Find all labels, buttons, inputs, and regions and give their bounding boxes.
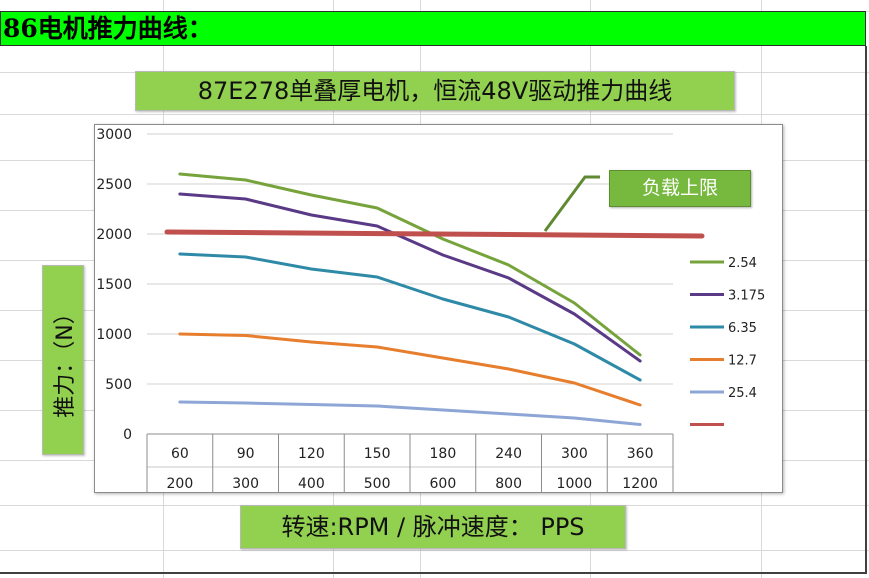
- x-tick-label-rpm: 150: [364, 446, 391, 462]
- legend-label: 6.35: [728, 321, 757, 336]
- sheet-border-right: [865, 46, 867, 574]
- legend-label: 3.175: [728, 289, 765, 304]
- x-tick-label-rpm: 240: [495, 446, 522, 462]
- x-tick-label-rpm: 180: [430, 446, 457, 462]
- x-tick-label-rpm: 90: [237, 446, 255, 462]
- x-tick-label-rpm: 360: [627, 446, 654, 462]
- series-line: [178, 332, 642, 407]
- x-tick-label-pps: 600: [430, 476, 457, 492]
- y-tick-label: 2000: [96, 227, 132, 243]
- x-tick-label-rpm: 120: [298, 446, 325, 462]
- callout-leader-line: [543, 175, 600, 232]
- y-tick-label: 0: [123, 427, 132, 443]
- x-tick-label-rpm: 300: [561, 446, 588, 462]
- series-line: [178, 172, 642, 357]
- sheet-border-bottom: [0, 572, 867, 574]
- page-header: 86电机推力曲线：: [0, 11, 866, 46]
- series-line: [178, 400, 642, 426]
- x-tick-label-pps: 200: [167, 476, 194, 492]
- y-tick-label: 3000: [96, 127, 132, 143]
- y-tick-label: 2500: [96, 177, 132, 193]
- x-tick-label-pps: 1000: [557, 476, 593, 492]
- x-tick-label-rpm: 60: [171, 446, 189, 462]
- series-line: [178, 192, 642, 363]
- legend-label: 12.7: [728, 354, 757, 369]
- series-line: [164, 229, 705, 239]
- series-line: [178, 252, 642, 382]
- x-axis-title: 转速:RPM / 脉冲速度： PPS: [240, 505, 626, 549]
- legend-label: 25.4: [728, 386, 757, 401]
- x-tick-label-pps: 300: [232, 476, 259, 492]
- x-tick-label-pps: 400: [298, 476, 325, 492]
- chart-title: 87E278单叠厚电机，恒流48V驱动推力曲线: [135, 71, 735, 111]
- x-tick-label-pps: 500: [364, 476, 391, 492]
- legend-label: 2.54: [728, 256, 757, 271]
- x-tick-label-pps: 1200: [622, 476, 658, 492]
- x-tick-label-pps: 800: [495, 476, 522, 492]
- y-tick-label: 500: [105, 377, 132, 393]
- y-tick-label: 1000: [96, 327, 132, 343]
- y-axis-title: 推力：（N）: [42, 265, 84, 455]
- load-limit-callout: 负载上限: [609, 170, 751, 207]
- y-tick-label: 1500: [96, 277, 132, 293]
